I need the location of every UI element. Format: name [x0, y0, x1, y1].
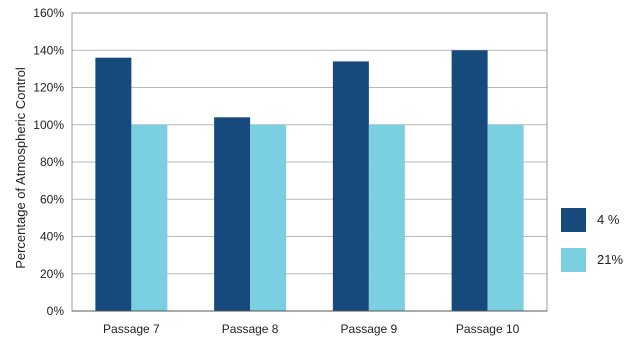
y-tick-label: 20% [40, 267, 64, 281]
bar [214, 117, 251, 311]
y-tick-labels: 0% 20% 40% 60% 80% 100% 120% 140% 160% [33, 6, 64, 318]
y-tick-label: 0% [47, 304, 65, 318]
bar [368, 124, 405, 311]
legend: 4 % 21% [561, 208, 623, 272]
y-axis-label: Percentage of Atmospheric Control [13, 67, 28, 269]
legend-swatch [561, 248, 586, 272]
y-tick-label: 80% [40, 155, 64, 169]
y-tick-label: 140% [33, 43, 64, 57]
bar [451, 50, 488, 311]
x-tick-label: Passage 9 [341, 322, 398, 336]
bars [95, 50, 524, 312]
y-tick-label: 60% [40, 192, 64, 206]
axes [71, 12, 548, 312]
bar [95, 57, 132, 312]
bar [332, 61, 369, 311]
bar [250, 124, 287, 311]
x-tick-labels: Passage 7 Passage 8 Passage 9 Passage 10 [103, 322, 520, 336]
y-tick-label: 120% [33, 81, 64, 95]
legend-swatch [561, 208, 586, 232]
bar [487, 124, 524, 311]
y-tick-label: 160% [33, 6, 64, 20]
legend-label: 4 % [597, 212, 620, 227]
x-tick-label: Passage 7 [103, 322, 160, 336]
legend-label: 21% [597, 252, 623, 267]
y-tick-label: 40% [40, 230, 64, 244]
x-tick-label: Passage 10 [456, 322, 520, 336]
x-tick-label: Passage 8 [222, 322, 279, 336]
y-tick-label: 100% [33, 118, 64, 132]
bar [131, 124, 168, 311]
